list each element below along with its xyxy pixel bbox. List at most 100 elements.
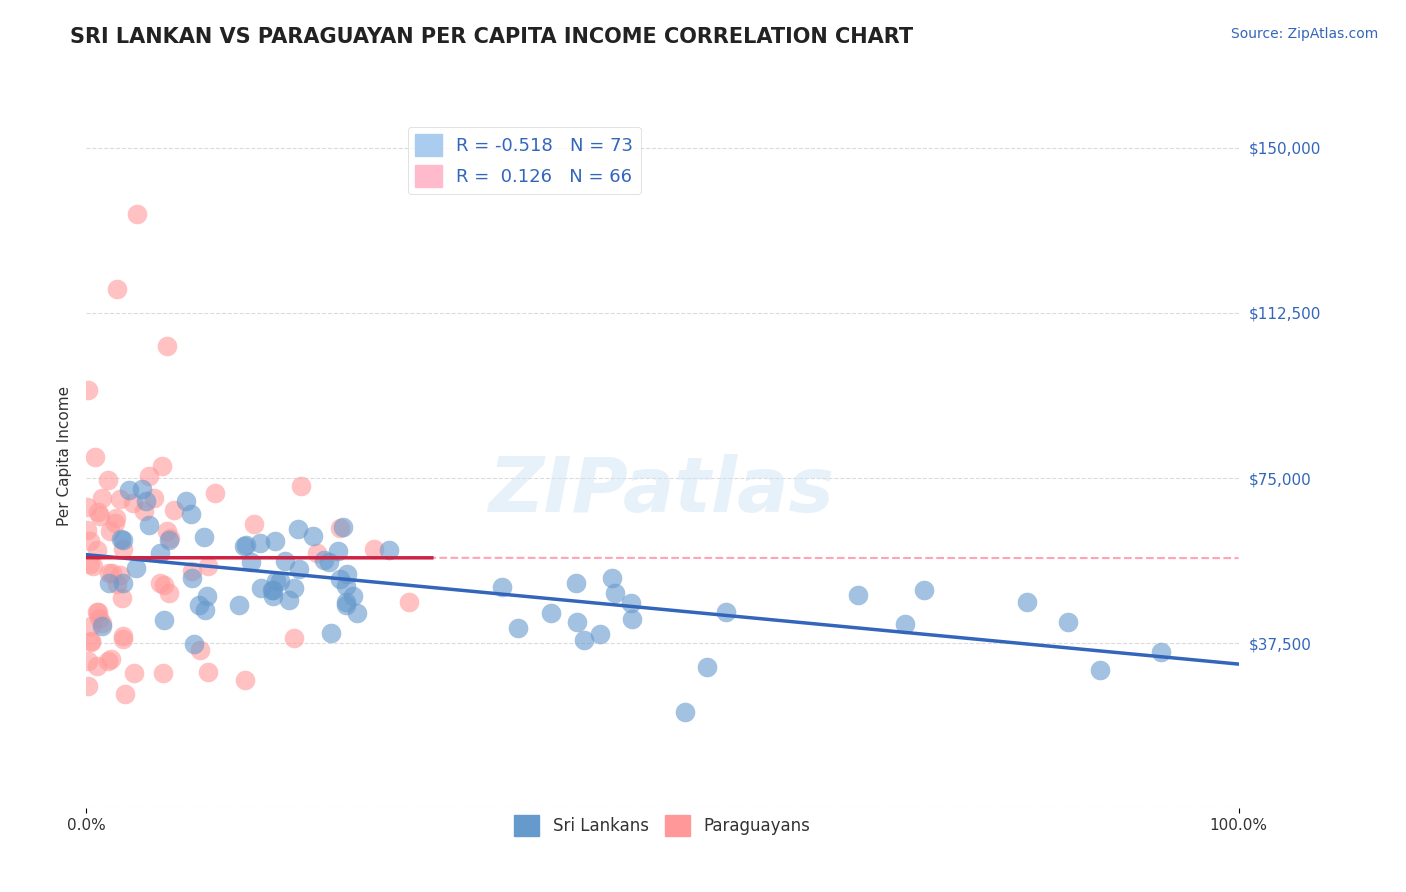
Point	[176, 494, 198, 508]
Point	[188, 598, 211, 612]
Point	[89, 611, 111, 625]
Point	[287, 522, 309, 536]
Point	[159, 531, 181, 545]
Point	[76, 523, 98, 537]
Point	[1088, 663, 1111, 677]
Point	[914, 582, 936, 597]
Point	[197, 665, 219, 680]
Point	[112, 632, 135, 647]
Point	[269, 574, 291, 588]
Point	[111, 542, 134, 557]
Point	[235, 538, 257, 552]
Point	[846, 588, 869, 602]
Point	[312, 553, 335, 567]
Point	[335, 579, 357, 593]
Point	[134, 504, 156, 518]
Point	[277, 592, 299, 607]
Point	[91, 615, 114, 630]
Point	[77, 654, 100, 668]
Point	[193, 603, 215, 617]
Point	[283, 631, 305, 645]
Point	[87, 505, 110, 519]
Point	[335, 595, 357, 609]
Point	[86, 605, 108, 619]
Point	[716, 605, 738, 619]
Point	[378, 542, 401, 557]
Point	[149, 576, 172, 591]
Point	[274, 554, 297, 568]
Point	[100, 524, 122, 539]
Point	[150, 459, 173, 474]
Point	[600, 571, 623, 585]
Point	[86, 659, 108, 673]
Point	[195, 589, 218, 603]
Point	[572, 633, 595, 648]
Point	[157, 533, 180, 547]
Point	[240, 555, 263, 569]
Point	[673, 705, 696, 719]
Point	[398, 594, 420, 608]
Point	[163, 503, 186, 517]
Point	[153, 578, 176, 592]
Point	[138, 518, 160, 533]
Point	[204, 485, 226, 500]
Point	[565, 615, 588, 630]
Point	[197, 558, 219, 573]
Point	[112, 629, 135, 643]
Point	[243, 516, 266, 531]
Point	[138, 468, 160, 483]
Point	[363, 541, 385, 556]
Point	[153, 613, 176, 627]
Point	[107, 577, 129, 591]
Point	[619, 596, 641, 610]
Point	[80, 635, 103, 649]
Point	[262, 583, 284, 598]
Point	[262, 589, 284, 603]
Point	[114, 688, 136, 702]
Point	[491, 580, 513, 594]
Point	[110, 491, 132, 506]
Point	[283, 581, 305, 595]
Point	[233, 673, 256, 687]
Point	[233, 539, 256, 553]
Point	[288, 562, 311, 576]
Point	[105, 282, 128, 296]
Point	[79, 557, 101, 571]
Point	[183, 638, 205, 652]
Point	[302, 529, 325, 543]
Point	[180, 564, 202, 578]
Point	[100, 652, 122, 666]
Point	[193, 530, 215, 544]
Point	[142, 491, 165, 505]
Y-axis label: Per Capita Income: Per Capita Income	[58, 386, 72, 526]
Point	[249, 536, 271, 550]
Point	[97, 473, 120, 487]
Point	[124, 561, 146, 575]
Point	[180, 507, 202, 521]
Point	[156, 524, 179, 538]
Point	[335, 598, 357, 612]
Point	[564, 576, 586, 591]
Point	[122, 666, 145, 681]
Point	[135, 494, 157, 508]
Point	[893, 617, 915, 632]
Point	[318, 556, 340, 570]
Point	[79, 619, 101, 633]
Point	[79, 534, 101, 549]
Point	[127, 207, 149, 221]
Point	[264, 534, 287, 549]
Point	[1017, 595, 1039, 609]
Point	[111, 591, 134, 605]
Point	[131, 483, 153, 497]
Point	[342, 589, 364, 603]
Point	[97, 654, 120, 668]
Point	[329, 572, 352, 586]
Point	[506, 622, 529, 636]
Point	[155, 339, 177, 353]
Point	[336, 567, 359, 582]
Point	[86, 542, 108, 557]
Point	[91, 491, 114, 505]
Point	[97, 575, 120, 590]
Point	[104, 511, 127, 525]
Point	[152, 665, 174, 680]
